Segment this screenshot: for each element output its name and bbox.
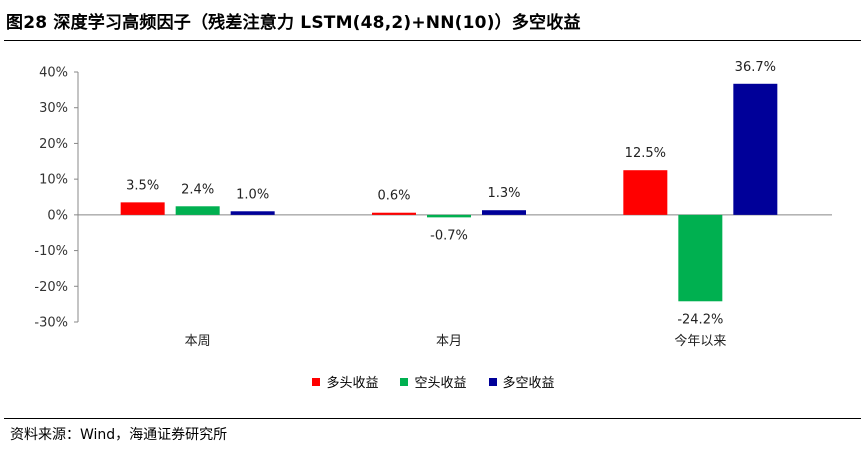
chart-title: 图28 深度学习高频因子（残差注意力 LSTM(48,2)+NN(10)）多空收… — [6, 13, 581, 33]
bar — [120, 202, 165, 215]
bar — [427, 214, 471, 218]
y-tick-label: 10% — [39, 173, 68, 188]
category-label: 本周 — [185, 334, 211, 349]
source-divider — [4, 418, 861, 419]
legend-item-short: 空头收益 — [400, 372, 467, 391]
bar — [482, 210, 526, 215]
category-labels: 本周 本月 今年以来 — [185, 333, 727, 349]
legend-swatch-short — [400, 377, 409, 386]
y-tick-label: 20% — [39, 137, 68, 152]
bar — [175, 206, 220, 215]
y-tick-label: -30% — [34, 316, 68, 331]
data-label: -0.7% — [430, 228, 468, 243]
title-divider — [4, 40, 861, 41]
bar — [230, 211, 275, 215]
bar — [372, 212, 416, 215]
data-label: 1.3% — [487, 186, 520, 201]
bar — [733, 83, 778, 215]
y-tick-label: -10% — [34, 244, 68, 259]
y-tick-label: 40% — [39, 66, 68, 81]
data-label: 12.5% — [625, 146, 666, 161]
category-label: 本月 — [436, 334, 462, 349]
category-label: 今年以来 — [674, 333, 726, 349]
data-label: -24.2% — [677, 312, 723, 327]
bar — [678, 214, 723, 302]
y-tick-label: 30% — [39, 101, 68, 116]
data-label: 2.4% — [181, 182, 214, 197]
legend-label-long-short: 多空收益 — [502, 376, 555, 391]
data-label: 36.7% — [735, 60, 776, 75]
y-tick-label: -20% — [34, 280, 68, 295]
legend-label-short: 空头收益 — [414, 376, 467, 391]
legend-label-long: 多头收益 — [326, 376, 379, 391]
data-label: 0.6% — [377, 189, 410, 204]
bars: 3.5% 2.4% 1.0% 0.6% -0.7% 1.3% 12.5% -24.2% 36.7… — [120, 60, 778, 327]
y-tick-label: 0% — [47, 208, 68, 223]
data-label: 3.5% — [126, 178, 159, 193]
source-note: 资料来源：Wind，海通证券研究所 — [10, 427, 228, 443]
legend-swatch-long-short — [488, 377, 497, 386]
legend-item-long-short: 多空收益 — [488, 372, 555, 391]
data-label: 1.0% — [236, 187, 269, 202]
legend: 多头收益 空头收益 多空收益 — [0, 372, 867, 391]
bar-chart: 40% 30% 20% 10% 0% -10% -20% -30% 3.5% 2.4% 1.0% 0… — [34, 60, 832, 349]
bar — [623, 170, 668, 215]
legend-item-long: 多头收益 — [312, 372, 378, 391]
legend-swatch-long — [312, 377, 321, 386]
